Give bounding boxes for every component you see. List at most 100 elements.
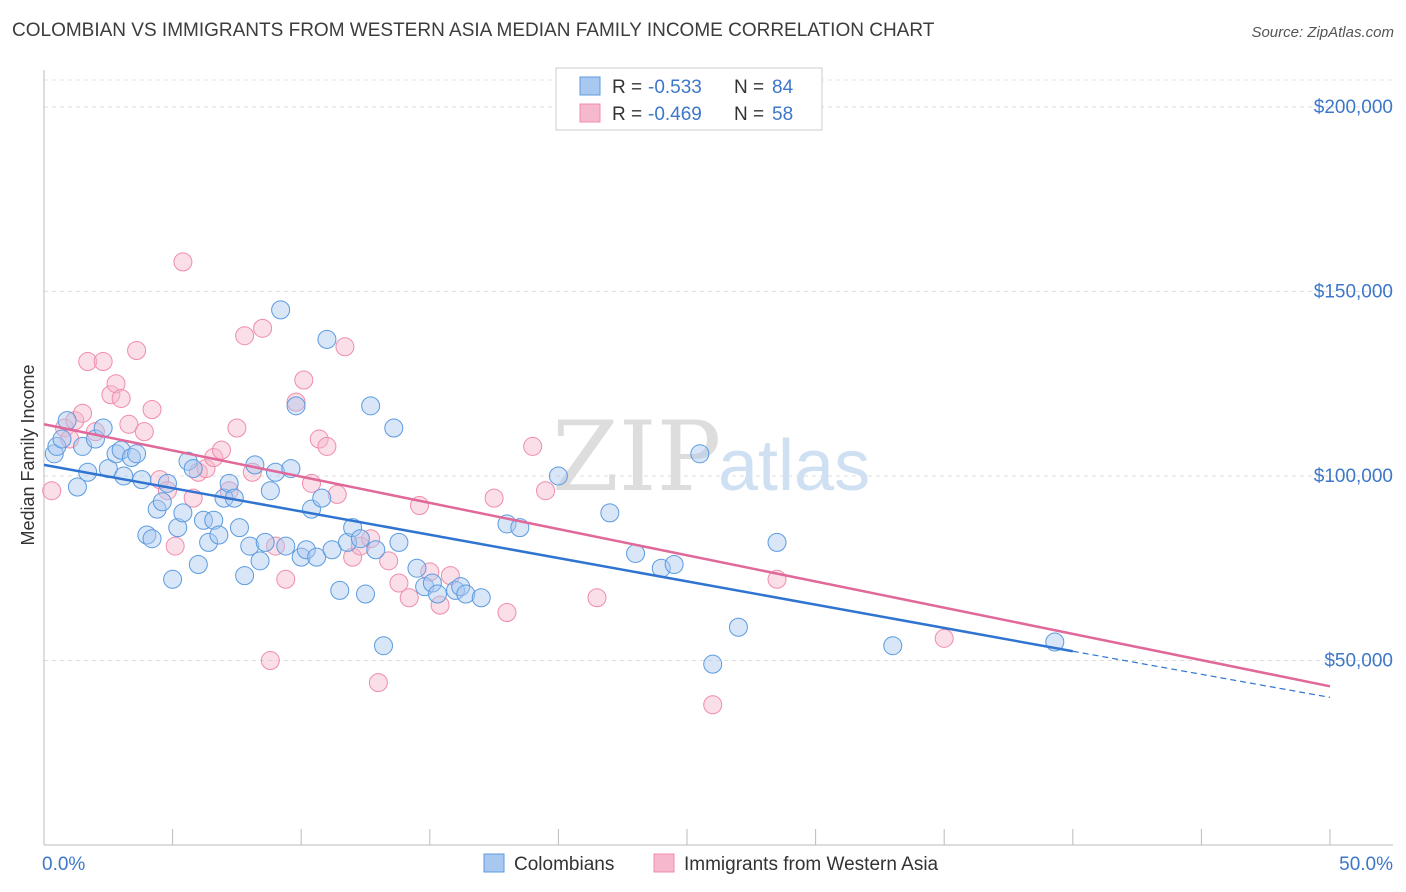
legend-n-value-2: 58 — [772, 104, 793, 125]
stats-legend: R = -0.533 N = 84 R = -0.469 N = 58 — [555, 67, 823, 131]
western-asia-point — [227, 418, 247, 438]
chart-title: COLOMBIAN VS IMMIGRANTS FROM WESTERN ASI… — [12, 20, 935, 41]
legend-r-label-1: R = — [612, 77, 642, 98]
western-asia-point — [389, 573, 409, 593]
colombians-point — [307, 547, 327, 567]
western-asia-point — [276, 569, 296, 589]
colombians-point — [137, 525, 157, 545]
western-asia-point — [309, 429, 329, 449]
y-axis-title: Median Family Income — [18, 364, 38, 545]
colombians-point — [188, 555, 208, 575]
colombians-point — [312, 488, 332, 508]
western-asia-point — [317, 436, 337, 456]
colombians-point — [260, 481, 280, 501]
colombians-point — [366, 540, 386, 560]
colombians-point — [337, 532, 357, 552]
colombians-point — [407, 558, 427, 578]
western-asia-point — [142, 400, 162, 420]
colombians-trendline-extrapolated — [1072, 650, 1331, 698]
colombians-point — [664, 555, 684, 575]
colombians-point — [317, 329, 337, 349]
legend-n-value-1: 84 — [772, 77, 794, 98]
western-asia-point — [294, 370, 314, 390]
western-asia-point — [536, 481, 556, 501]
western-asia-point — [399, 588, 419, 608]
colombians-point — [600, 503, 620, 523]
bottom-legend-western-asia: Immigrants from Western Asia — [684, 854, 939, 875]
western-asia-point — [119, 414, 139, 434]
colombians-point — [296, 540, 316, 560]
western-asia-point — [260, 650, 280, 670]
series-colombians-points — [44, 300, 1065, 674]
colombians-point — [127, 444, 147, 464]
western-asia-point — [420, 562, 440, 582]
y-tick-label: $200,000 — [1314, 97, 1393, 118]
legend-r-value-2: -0.469 — [648, 104, 702, 125]
colombians-point — [173, 503, 193, 523]
trendlines — [43, 423, 1331, 698]
western-asia-point — [134, 422, 154, 442]
bottom-legend-swatch-western-asia — [653, 853, 675, 873]
western-asia-point — [78, 352, 98, 372]
colombians-point — [168, 518, 188, 538]
western-asia-point — [368, 673, 388, 693]
western-asia-point — [253, 318, 273, 338]
colombians-point — [276, 536, 296, 556]
colombians-point — [106, 444, 126, 464]
western-asia-point — [106, 374, 126, 394]
colombians-point — [152, 492, 172, 512]
bottom-legend-swatch-colombians — [483, 853, 505, 873]
y-tick-label: $50,000 — [1324, 650, 1393, 671]
colombians-point — [271, 300, 291, 320]
colombians-point — [446, 580, 466, 600]
colombians-point — [350, 529, 370, 549]
western-asia-point — [165, 536, 185, 556]
western-asia-point — [430, 595, 450, 615]
colombians-point — [728, 617, 748, 637]
western-asia-point — [379, 551, 399, 571]
western-asia-point — [265, 536, 285, 556]
colombians-point — [255, 532, 275, 552]
colombians-point — [132, 470, 152, 490]
y-tick-label: $100,000 — [1314, 466, 1393, 487]
colombians-point — [142, 529, 162, 549]
colombians-point — [121, 448, 141, 467]
colombians-point — [209, 525, 229, 545]
colombians-point — [330, 580, 350, 600]
colombians-point — [322, 540, 342, 560]
colombians-point — [44, 444, 64, 464]
western-asia-point — [327, 484, 347, 504]
series-legend: Colombians Immigrants from Western Asia — [483, 853, 939, 875]
colombians-point — [183, 459, 203, 479]
western-asia-point — [235, 326, 255, 346]
legend-swatch-blue — [579, 76, 601, 96]
watermark: ZIP atlas — [552, 401, 870, 513]
colombians-point — [384, 418, 404, 438]
western-asia-point — [101, 385, 121, 405]
legend-n-label-2: N = — [734, 104, 764, 125]
legend-swatch-pink — [579, 103, 601, 123]
western-asia-point — [497, 603, 517, 622]
legend-r-value-1: -0.533 — [648, 77, 702, 98]
colombians-point — [67, 477, 87, 497]
colombians-point — [374, 636, 394, 656]
colombians-point — [52, 429, 72, 449]
colombians-point — [114, 466, 134, 486]
western-asia-point — [173, 252, 193, 272]
source-label: Source: ZipAtlas.com — [1251, 24, 1394, 41]
western-asia-point — [93, 352, 113, 372]
colombians-point — [471, 588, 491, 608]
colombians-point — [163, 569, 183, 589]
colombians-point — [235, 566, 255, 586]
colombians-point — [229, 518, 249, 538]
western-asia-point — [211, 440, 231, 460]
western-asia-point — [111, 388, 131, 408]
colombians-point — [199, 532, 219, 552]
colombians-point — [883, 636, 903, 656]
colombians-point — [703, 654, 723, 674]
western-asia-point — [484, 488, 504, 508]
western-asia-point — [42, 481, 62, 501]
bottom-legend-colombians: Colombians — [514, 854, 614, 875]
colombians-point — [690, 444, 710, 464]
